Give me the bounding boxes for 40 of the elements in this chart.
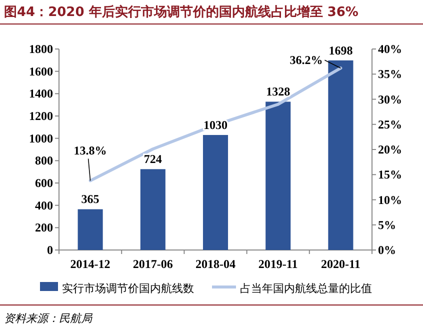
- y2-tick-label: 10%: [378, 192, 402, 207]
- y2-tick-label: 0%: [378, 243, 396, 257]
- x-tick-label: 2017-06: [132, 257, 173, 271]
- y-tick-label: 1200: [29, 109, 53, 123]
- legend-label: 实行市场调节价国内航线数: [62, 282, 194, 295]
- y2-tick-label: 15%: [378, 168, 402, 182]
- y2-tick-label: 20%: [378, 142, 402, 156]
- y-tick-label: 0: [47, 243, 53, 257]
- y-tick-label: 200: [35, 220, 53, 235]
- y-tick-label: 1600: [29, 64, 53, 78]
- y-tick-label: 400: [35, 198, 53, 212]
- y2-tick-label: 35%: [378, 67, 402, 82]
- y-tick-label: 600: [35, 176, 53, 190]
- x-tick-label: 2014-12: [70, 257, 110, 271]
- data-label: 36.2%: [290, 53, 323, 68]
- y-tick-label: 1800: [29, 42, 53, 56]
- data-label: 13.8%: [74, 144, 107, 158]
- bar: [140, 169, 166, 250]
- bar: [328, 60, 354, 250]
- y-tick-label: 1000: [29, 131, 53, 146]
- y2-tick-label: 5%: [378, 218, 396, 232]
- x-tick-label: 2020-11: [321, 257, 360, 271]
- y-tick-label: 1400: [29, 86, 53, 101]
- y2-tick-label: 30%: [378, 92, 402, 106]
- data-label: 1328: [266, 84, 290, 99]
- chart-title: 图44：2020 年后实行市场调节价的国内航线占比增至 36%: [4, 4, 358, 20]
- data-label: 724: [144, 152, 162, 166]
- data-label: 365: [81, 192, 100, 206]
- bar: [78, 209, 103, 250]
- y2-tick-label: 40%: [378, 42, 402, 56]
- data-label: 1030: [204, 118, 228, 132]
- x-tick-label: 2018-04: [196, 257, 236, 271]
- text: 资料来源：民航局: [4, 312, 93, 325]
- y-tick-label: 800: [35, 154, 53, 168]
- data-label: 1698: [328, 43, 353, 58]
- bar: [202, 134, 228, 250]
- bar: [266, 102, 291, 250]
- y2-tick-label: 25%: [378, 117, 402, 132]
- x-tick-label: 2019-11: [258, 257, 298, 271]
- legend-label: 占当年国内航线总量的比值: [240, 282, 372, 295]
